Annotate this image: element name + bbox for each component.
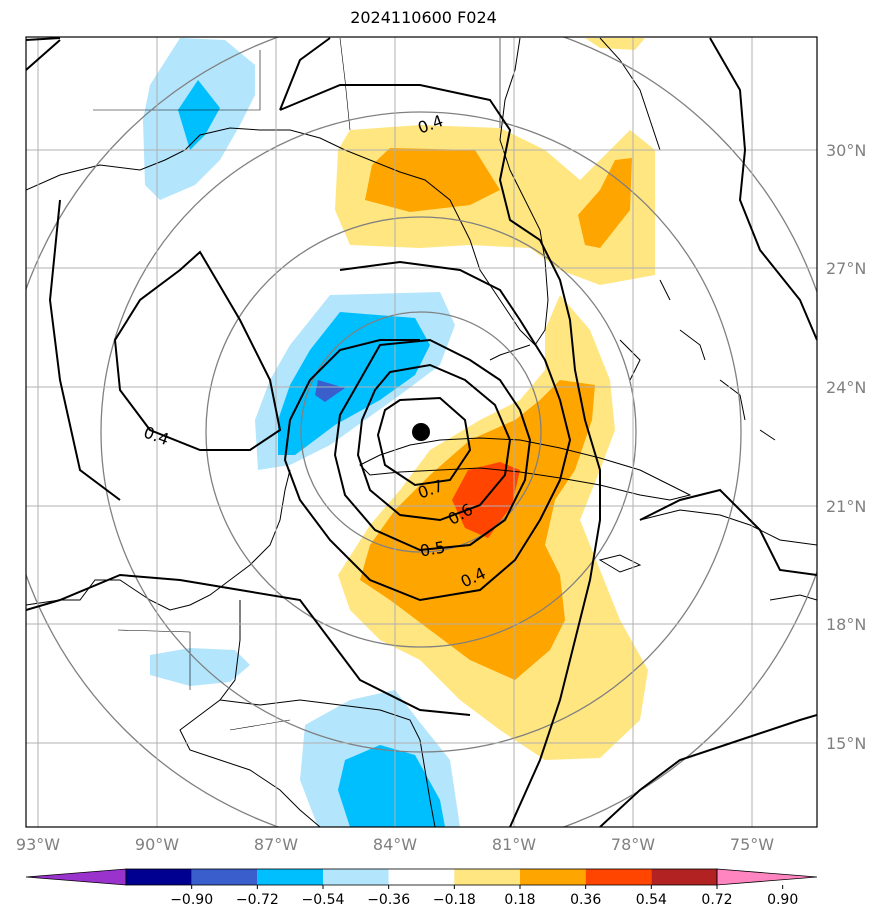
florida-keys (489, 344, 531, 361)
colorbar-tick-label: −0.72 (236, 892, 279, 908)
cuba-coast (359, 437, 692, 501)
colorbar-segment (191, 869, 258, 885)
negative-anomaly-strong (315, 380, 345, 402)
contour-0.7 (376, 396, 472, 487)
east-coast-us (599, 37, 661, 151)
coastlines (26, 37, 817, 827)
bahamas-islands (619, 279, 776, 441)
contour-0.4-west-loop (113, 250, 282, 451)
colorbar-tick-label: 0.36 (570, 892, 601, 908)
range-ring-2 (205, 216, 637, 648)
contour-0.4-center (283, 260, 572, 602)
colorbar-tick-label: −0.54 (302, 892, 345, 908)
colorbar-segment (585, 869, 652, 885)
negative-anomaly-mid-central (278, 312, 430, 455)
central-america-coast (179, 600, 321, 827)
colorbar-extend-max (716, 868, 818, 886)
contour-0.6 (356, 363, 512, 522)
negative-anomaly-light-west (150, 648, 250, 686)
positive-anomaly-strong (452, 462, 520, 538)
borders (93, 37, 501, 731)
contour-east (639, 488, 817, 576)
colorbar-segment (388, 869, 455, 885)
colorbar-tick-label: 0.90 (767, 892, 798, 908)
lon-label-75w: 75°W (730, 835, 774, 854)
range-ring-3 (100, 111, 742, 753)
lat-label-24n: 24°N (826, 378, 866, 397)
range-rings (26, 37, 817, 827)
colorbar-segment (520, 869, 586, 885)
contour-southeast (599, 714, 817, 827)
lon-label-84w: 84°W (373, 835, 417, 854)
lat-label-30n: 30°N (826, 141, 866, 160)
shading-layer (143, 38, 655, 827)
colorbar: −0.90 −0.72 −0.54 −0.36 −0.18 0.18 0.36 0.54 0.7… (25, 868, 818, 908)
colorbar-segment (323, 869, 389, 885)
map-title: 2024110600 F024 (350, 8, 497, 27)
jamaica-coast (598, 554, 642, 573)
colorbar-segment (126, 869, 192, 885)
puerto-rico-coast (769, 594, 817, 601)
lon-label-87w: 87°W (254, 835, 298, 854)
contour-outer-west (26, 37, 61, 71)
colorbar-tick-label: −0.36 (367, 892, 410, 908)
lon-label-90w: 90°W (135, 835, 179, 854)
colorbar-tick-label: 0.18 (504, 892, 535, 908)
gridlines (26, 37, 817, 827)
yucatan-coast (26, 469, 291, 611)
range-ring-1 (300, 311, 542, 553)
lon-label-93w: 93°W (16, 835, 60, 854)
lon-label-81w: 81°W (492, 835, 536, 854)
contours (26, 37, 817, 827)
storm-center-dot (412, 423, 430, 441)
lat-label-18n: 18°N (826, 615, 866, 634)
colorbar-outline (125, 868, 718, 886)
contour-south (26, 573, 471, 716)
longitude-labels: 93°W 90°W 87°W 84°W 81°W 78°W 75°W (16, 835, 774, 854)
lat-label-21n: 21°N (826, 497, 866, 516)
map-area: 0.4 0.4 0.7 0.6 0.5 0.4 (26, 37, 817, 827)
colorbar-tick-label: −0.18 (433, 892, 476, 908)
colorbar-segment (257, 869, 323, 885)
contour-label-05: 0.5 (418, 537, 446, 560)
colorbar-segment (454, 869, 520, 885)
latitude-labels: 30°N 27°N 24°N 21°N 18°N 15°N (826, 141, 866, 753)
colorbar-tick-label: 0.72 (701, 892, 732, 908)
lon-label-78w: 78°W (611, 835, 655, 854)
contour-0.5 (333, 338, 532, 552)
hispaniola-coast (639, 509, 817, 546)
positive-anomaly-mid-north (365, 148, 500, 212)
contour-outer-west2 (48, 199, 121, 501)
colorbar-segment (651, 869, 717, 885)
negative-anomaly-mid-north (178, 80, 220, 150)
colorbar-tick-label: 0.54 (636, 892, 667, 908)
negative-anomaly-mid-south (338, 745, 445, 827)
lat-label-27n: 27°N (826, 259, 866, 278)
map-frame (25, 36, 818, 828)
contour-outer-east (709, 37, 817, 341)
colorbar-tick-label: −0.90 (170, 892, 213, 908)
lat-label-15n: 15°N (826, 734, 866, 753)
positive-anomaly-light-top (585, 38, 645, 50)
contour-outer-large (279, 37, 601, 827)
colorbar-extend-min (25, 868, 127, 886)
